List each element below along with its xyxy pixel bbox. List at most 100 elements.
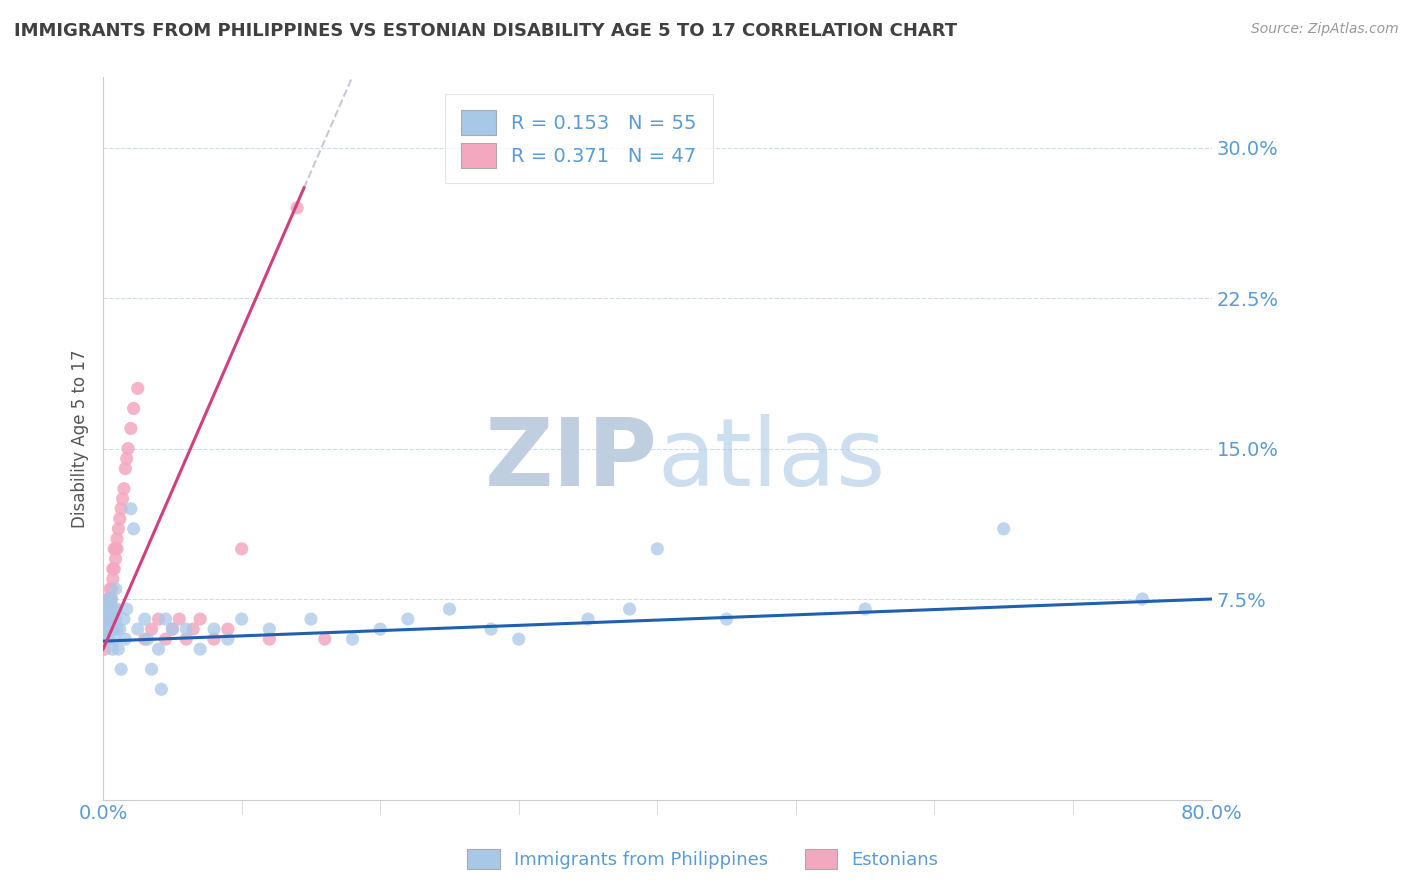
Point (155, 612, 177, 626)
Point (104, 552, 127, 566)
Point (104, 612, 127, 626)
Point (148, 612, 170, 626)
Point (93, 632, 115, 647)
Point (97, 612, 120, 626)
Text: IMMIGRANTS FROM PHILIPPINES VS ESTONIAN DISABILITY AGE 5 TO 17 CORRELATION CHART: IMMIGRANTS FROM PHILIPPINES VS ESTONIAN … (14, 22, 957, 40)
Point (647, 541, 669, 556)
Point (96, 602, 118, 616)
Point (101, 622, 124, 636)
Point (103, 541, 125, 556)
Point (96, 612, 118, 626)
Point (94, 612, 117, 626)
Point (98, 622, 121, 636)
Point (110, 662, 132, 676)
Point (98, 602, 121, 616)
Point (96, 592, 118, 607)
Legend: R = 0.153   N = 55, R = 0.371   N = 47: R = 0.153 N = 55, R = 0.371 N = 47 (446, 95, 713, 183)
Point (479, 622, 502, 636)
Point (141, 622, 163, 636)
Point (93, 642, 115, 657)
Point (134, 612, 156, 626)
Point (120, 421, 142, 435)
Point (103, 602, 125, 616)
Point (396, 612, 419, 626)
Point (117, 442, 139, 456)
Point (188, 642, 211, 657)
Point (105, 602, 128, 616)
Point (114, 632, 136, 647)
Point (115, 602, 138, 616)
Point (96, 622, 118, 636)
Point (148, 642, 170, 657)
Point (181, 622, 204, 636)
Text: Source: ZipAtlas.com: Source: ZipAtlas.com (1251, 22, 1399, 37)
Point (150, 682, 173, 697)
Point (993, 522, 1015, 536)
Point (342, 632, 364, 647)
Point (217, 632, 239, 647)
Point (231, 541, 253, 556)
Point (162, 622, 184, 636)
Point (96, 602, 118, 616)
Point (105, 532, 128, 546)
Point (94, 622, 117, 636)
Point (134, 632, 156, 647)
Point (162, 622, 184, 636)
Point (97, 632, 120, 647)
Point (368, 622, 391, 636)
Point (111, 491, 134, 506)
Legend: Immigrants from Philippines, Estonians: Immigrants from Philippines, Estonians (458, 839, 948, 879)
Point (716, 612, 738, 626)
Text: atlas: atlas (658, 414, 886, 506)
Point (112, 612, 135, 626)
Point (112, 482, 135, 496)
Point (97, 602, 120, 616)
Point (853, 602, 876, 616)
Point (259, 632, 281, 647)
Point (101, 572, 124, 586)
Point (259, 622, 281, 636)
Point (100, 612, 122, 626)
Point (100, 592, 122, 607)
Text: ZIP: ZIP (485, 414, 658, 506)
Point (98, 582, 121, 596)
Point (97, 592, 120, 607)
Point (155, 632, 177, 647)
Point (188, 612, 211, 626)
Point (314, 632, 336, 647)
Point (115, 451, 138, 466)
Point (101, 562, 124, 576)
Y-axis label: Disability Age 5 to 17: Disability Age 5 to 17 (72, 350, 89, 528)
Point (508, 632, 530, 647)
Point (104, 541, 127, 556)
Point (105, 622, 128, 636)
Point (127, 381, 149, 395)
Point (104, 582, 127, 596)
Point (439, 602, 461, 616)
Point (110, 501, 132, 516)
Point (120, 501, 142, 516)
Point (1130, 592, 1153, 607)
Point (103, 562, 125, 576)
Point (174, 632, 197, 647)
Point (122, 522, 145, 536)
Point (107, 522, 129, 536)
Point (105, 541, 128, 556)
Point (122, 401, 145, 416)
Point (169, 612, 191, 626)
Point (202, 622, 225, 636)
Point (217, 622, 239, 636)
Point (127, 622, 149, 636)
Point (94, 612, 117, 626)
Point (136, 632, 159, 647)
Point (202, 632, 225, 647)
Point (231, 612, 253, 626)
Point (619, 602, 641, 616)
Point (108, 512, 131, 526)
Point (103, 632, 125, 647)
Point (98, 602, 121, 616)
Point (101, 642, 124, 657)
Point (100, 582, 122, 596)
Point (285, 201, 308, 215)
Point (299, 612, 322, 626)
